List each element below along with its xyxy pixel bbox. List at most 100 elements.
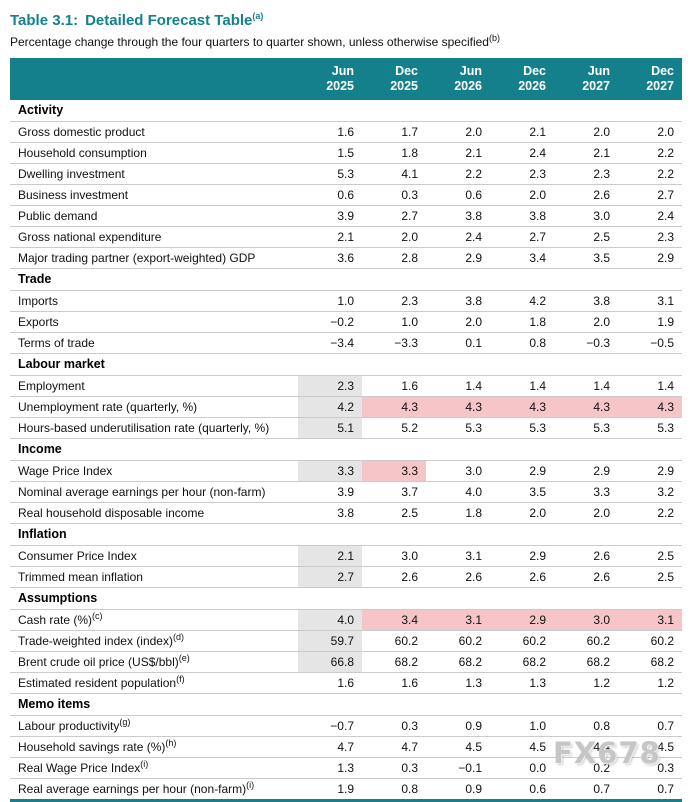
value-cell: 3.5 — [554, 247, 618, 269]
table-row: Labour productivity(g) −0.7 0.3 0.9 1.0 0.8 0.… — [10, 715, 682, 737]
row-label: Labour productivity(g) — [10, 715, 298, 737]
value-cell: 1.8 — [426, 502, 490, 524]
row-label-text: Household savings rate (%) — [18, 740, 166, 754]
section-title: Activity — [10, 100, 682, 122]
row-label-text: Terms of trade — [18, 336, 95, 350]
row-label: Real Wage Price Index(i) — [10, 757, 298, 779]
value-cell: 2.6 — [554, 184, 618, 206]
row-label-text: Unemployment rate (quarterly, %) — [18, 400, 198, 414]
value-cell: 66.8 — [298, 651, 362, 673]
row-label-text: Brent crude oil price (US$/bbl) — [18, 655, 179, 669]
value-cell: 1.2 — [554, 672, 618, 694]
row-label: Consumer Price Index — [10, 545, 298, 567]
table-row: Estimated resident population(f) 1.6 1.6 1.… — [10, 672, 682, 694]
table-row: Real Wage Price Index(i) 1.3 0.3 −0.1 0.0 0.2… — [10, 757, 682, 779]
table-row: Employment 2.3 1.6 1.4 1.4 1.4 1.4 — [10, 375, 682, 397]
section-row: Assumptions — [10, 587, 682, 610]
footnote-marker: (g) — [119, 717, 131, 727]
table-row: Dwelling investment 5.3 4.1 2.2 2.3 2.3 2.2 — [10, 163, 682, 185]
value-cell: 2.1 — [298, 226, 362, 248]
value-cell: 68.2 — [362, 651, 426, 673]
value-cell: 68.2 — [490, 651, 554, 673]
section-row: Labour market — [10, 353, 682, 376]
value-cell: 5.3 — [618, 417, 682, 439]
row-label: Employment — [10, 375, 298, 397]
footnote-marker: (i) — [246, 780, 255, 790]
value-cell: 2.0 — [554, 121, 618, 143]
section-row: Income — [10, 438, 682, 461]
row-label: Dwelling investment — [10, 163, 298, 185]
table-row: Consumer Price Index 2.1 3.0 3.1 2.9 2.6 2.5 — [10, 545, 682, 567]
value-cell: 2.2 — [618, 163, 682, 185]
table-row: Unemployment rate (quarterly, %) 4.2 4.3 4.… — [10, 396, 682, 418]
value-cell: 2.2 — [618, 142, 682, 164]
footnote-marker-b: (b) — [488, 33, 500, 43]
value-cell: 3.6 — [298, 247, 362, 269]
value-cell: 5.3 — [554, 417, 618, 439]
value-cell: 3.8 — [490, 205, 554, 227]
value-cell: 2.9 — [490, 545, 554, 567]
table-row: Wage Price Index 3.3 3.3 3.0 2.9 2.9 2.9 — [10, 460, 682, 482]
value-cell: 1.5 — [298, 142, 362, 164]
table-row: Major trading partner (export-weighted) … — [10, 247, 682, 269]
value-cell: 5.3 — [298, 163, 362, 185]
value-cell: 0.7 — [554, 778, 618, 801]
value-cell: 1.6 — [298, 672, 362, 694]
value-cell: 2.4 — [618, 205, 682, 227]
table-row: Hours-based underutilisation rate (quart… — [10, 417, 682, 439]
value-cell: 0.3 — [362, 757, 426, 779]
value-cell: 60.2 — [490, 630, 554, 652]
value-cell: 4.7 — [362, 736, 426, 758]
value-cell: 3.8 — [426, 290, 490, 312]
value-cell: 2.1 — [554, 142, 618, 164]
value-cell: 4.5 — [426, 736, 490, 758]
value-cell: 1.3 — [426, 672, 490, 694]
row-label-text: Employment — [18, 379, 85, 393]
value-cell: 0.8 — [490, 332, 554, 354]
value-cell: 2.3 — [362, 290, 426, 312]
value-cell: 4.0 — [298, 609, 362, 631]
value-cell: 59.7 — [298, 630, 362, 652]
table-row: Exports −0.2 1.0 2.0 1.8 2.0 1.9 — [10, 311, 682, 333]
value-cell: 2.3 — [554, 163, 618, 185]
value-cell: 3.9 — [298, 481, 362, 503]
value-cell: −0.5 — [618, 332, 682, 354]
table-row: Business investment 0.6 0.3 0.6 2.0 2.6 2.7 — [10, 184, 682, 206]
value-cell: 68.2 — [618, 651, 682, 673]
row-label-text: Dwelling investment — [18, 167, 125, 181]
value-cell: 0.1 — [426, 332, 490, 354]
table-number: Table 3.1: — [10, 12, 79, 29]
value-cell: 4.7 — [298, 736, 362, 758]
value-cell: 2.2 — [618, 502, 682, 524]
row-label: Estimated resident population(f) — [10, 672, 298, 694]
value-cell: 2.3 — [490, 163, 554, 185]
value-cell: 1.8 — [362, 142, 426, 164]
row-label: Household savings rate (%)(h) — [10, 736, 298, 758]
value-cell: 0.2 — [554, 757, 618, 779]
value-cell: 60.2 — [426, 630, 490, 652]
value-cell: 1.0 — [298, 290, 362, 312]
value-cell: 3.7 — [362, 481, 426, 503]
value-cell: 1.8 — [490, 311, 554, 333]
footnote-marker: (i) — [140, 759, 149, 769]
value-cell: 2.9 — [618, 247, 682, 269]
section-row: Activity — [10, 100, 682, 122]
value-cell: 3.1 — [618, 609, 682, 631]
row-label-text: Nominal average earnings per hour (non-f… — [18, 485, 266, 499]
value-cell: 2.6 — [426, 566, 490, 588]
value-cell: 2.5 — [362, 502, 426, 524]
row-label: Real household disposable income — [10, 502, 298, 524]
section-title: Memo items — [10, 693, 682, 716]
value-cell: 0.6 — [298, 184, 362, 206]
row-label-text: Gross domestic product — [18, 125, 145, 139]
table-row: Brent crude oil price (US$/bbl)(e) 66.8 68… — [10, 651, 682, 673]
header-spacer — [10, 58, 298, 100]
value-cell: 2.5 — [554, 226, 618, 248]
value-cell: 2.9 — [490, 609, 554, 631]
value-cell: 2.3 — [298, 375, 362, 397]
value-cell: −3.3 — [362, 332, 426, 354]
value-cell: 4.3 — [618, 396, 682, 418]
value-cell: 2.4 — [490, 142, 554, 164]
value-cell: 3.0 — [362, 545, 426, 567]
value-cell: 2.6 — [490, 566, 554, 588]
